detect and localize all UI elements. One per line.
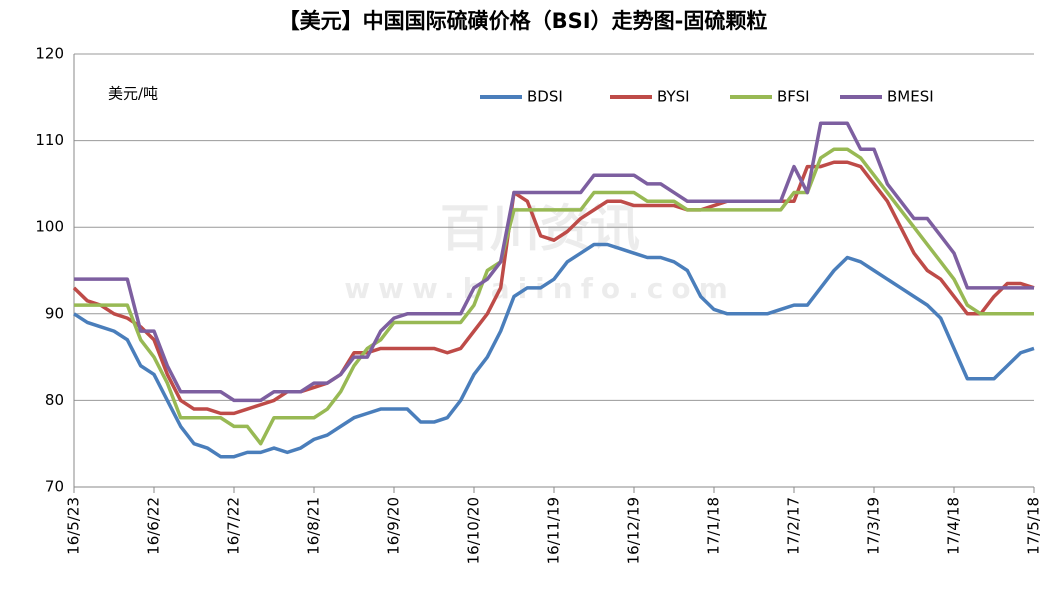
legend-label: BMESI bbox=[887, 88, 934, 106]
x-tick-label: 17/3/19 bbox=[865, 497, 883, 555]
series-line bbox=[74, 121, 1034, 403]
x-tick-label: 16/12/19 bbox=[625, 497, 643, 564]
y-tick-label: 100 bbox=[35, 218, 64, 236]
y-axis-unit: 美元/吨 bbox=[108, 85, 158, 103]
x-tick-label: 16/5/23 bbox=[65, 497, 83, 555]
y-tick-label: 120 bbox=[35, 45, 64, 63]
x-tick-label: 16/6/22 bbox=[145, 497, 163, 555]
y-tick-label: 70 bbox=[45, 478, 64, 496]
x-tick-label: 17/1/18 bbox=[705, 497, 723, 555]
x-tick-label: 16/8/21 bbox=[305, 497, 323, 555]
x-tick-label: 17/4/18 bbox=[945, 497, 963, 555]
x-tick-label: 17/2/17 bbox=[785, 497, 803, 555]
legend-label: BDSI bbox=[527, 88, 563, 106]
legend-label: BFSI bbox=[777, 88, 810, 106]
series-line bbox=[72, 160, 1035, 416]
series-line bbox=[73, 242, 1035, 459]
y-tick-label: 110 bbox=[35, 131, 64, 149]
x-tick-label: 16/7/22 bbox=[225, 497, 243, 555]
series-line bbox=[74, 147, 1034, 446]
chart-title: 【美元】中国国际硫磺价格（BSI）走势图-固硫颗粒 bbox=[279, 9, 768, 33]
x-tick-label: 16/9/20 bbox=[385, 497, 403, 555]
x-tick-label: 17/5/18 bbox=[1025, 497, 1043, 555]
y-tick-label: 90 bbox=[45, 304, 64, 322]
y-tick-label: 80 bbox=[45, 391, 64, 409]
x-tick-label: 16/11/19 bbox=[545, 497, 563, 564]
x-tick-label: 16/10/20 bbox=[465, 497, 483, 564]
legend-label: BYSI bbox=[657, 88, 690, 106]
